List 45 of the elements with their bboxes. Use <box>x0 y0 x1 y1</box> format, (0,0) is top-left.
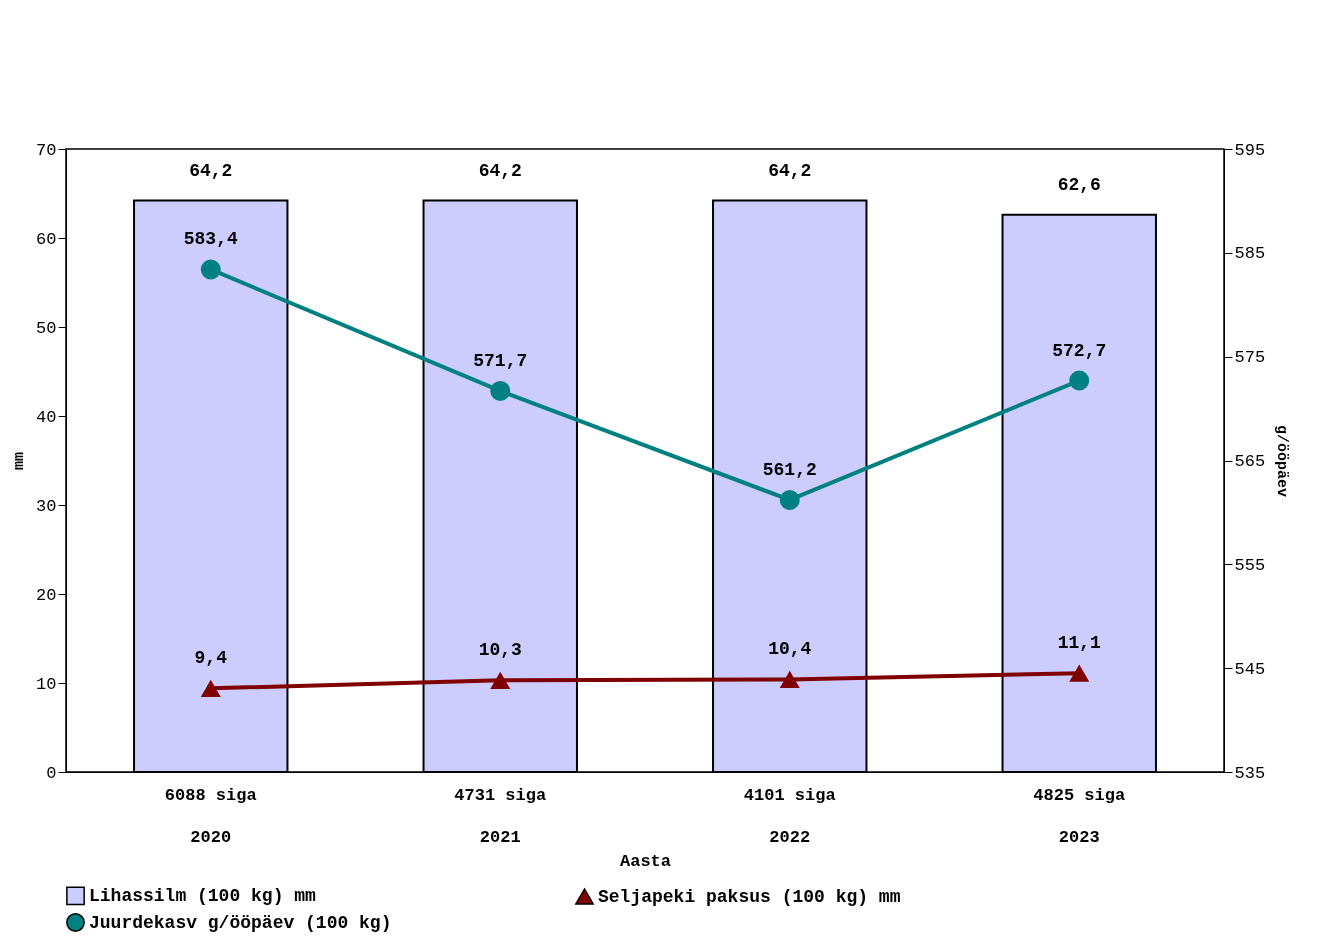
y2-tick-label: 535 <box>1234 763 1266 783</box>
y-tick-label: 0 <box>46 763 57 783</box>
y2-axis-title: g/ööpäev <box>1273 424 1291 498</box>
y2-tick-label: 545 <box>1234 659 1266 679</box>
y-tick-label: 50 <box>36 318 57 338</box>
y2-tick-label: 555 <box>1234 555 1266 575</box>
data-label: 64,2 <box>768 160 812 181</box>
category-label: 4825 siga 2023 <box>1033 785 1126 847</box>
y-tick-label: 60 <box>36 229 57 249</box>
x-axis-title: Aasta <box>619 851 672 871</box>
data-label: 571,7 <box>473 350 528 371</box>
category-label: 4731 siga 2021 <box>454 785 547 847</box>
data-label: 9,4 <box>194 648 228 669</box>
point <box>200 679 221 697</box>
y-tick-label: 20 <box>36 585 57 605</box>
data-label: 561,2 <box>762 459 817 480</box>
data-label: 62,6 <box>1057 174 1101 195</box>
y-tick-label: 30 <box>36 496 57 516</box>
data-label: 10,3 <box>478 640 522 661</box>
category-label: 6088 siga 2020 <box>164 785 257 847</box>
point <box>779 670 800 689</box>
y-tick-label: 40 <box>36 407 57 427</box>
point <box>779 489 800 510</box>
legend-label: Lihassilm (100 kg) mm <box>89 885 317 906</box>
y-axis-title: mm <box>11 451 29 471</box>
y2-tick-label: 575 <box>1234 348 1266 368</box>
point <box>490 671 511 689</box>
legend-label: Seljapeki paksus (100 kg) mm <box>598 886 901 907</box>
y-tick-label: 10 <box>36 674 57 694</box>
data-label: 10,4 <box>768 639 812 660</box>
data-label: 11,1 <box>1057 633 1102 654</box>
data-label: 64,2 <box>189 160 233 181</box>
point <box>490 380 511 401</box>
legend-label: Juurdekasv g/ööpäev (100 kg) <box>89 912 392 933</box>
y2-tick-label: 595 <box>1234 140 1266 160</box>
y-tick-label: 70 <box>36 140 57 160</box>
data-label: 572,7 <box>1052 340 1107 361</box>
y2-tick-label: 565 <box>1234 452 1266 471</box>
point <box>1069 664 1090 682</box>
point <box>1069 370 1090 391</box>
data-label: 583,4 <box>183 229 238 250</box>
data-label: 64,2 <box>478 160 522 181</box>
y2-tick-label: 585 <box>1234 244 1266 264</box>
category-label: 4101 siga 2022 <box>743 785 836 847</box>
point <box>200 259 221 280</box>
